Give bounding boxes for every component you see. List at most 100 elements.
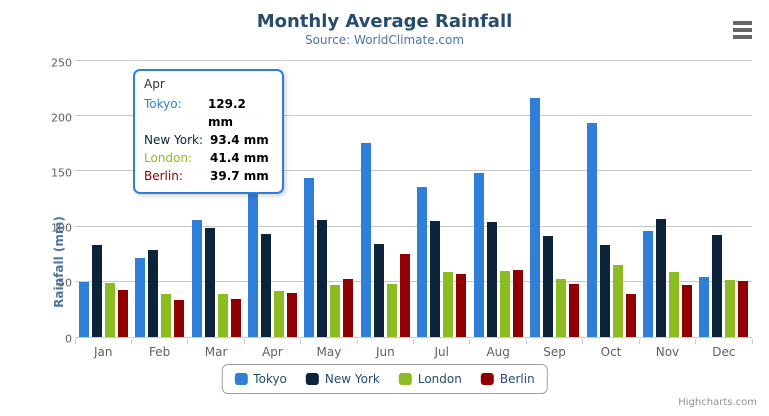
hamburger-bar [733,28,752,32]
bar-tokyo-aug[interactable] [473,173,484,337]
bar-new-york-jan[interactable] [91,244,102,337]
bar-new-york-feb[interactable] [148,250,159,337]
bar-london-mar[interactable] [217,293,228,337]
bar-tokyo-nov[interactable] [642,231,653,337]
y-axis-tick-label: 50 [58,276,72,290]
bar-tokyo-mar[interactable] [191,219,202,337]
category-jul [414,62,470,337]
bar-tokyo-may[interactable] [304,178,315,337]
bar-london-jan[interactable] [104,283,115,337]
tooltip-series-value: 93.4 mm [210,133,269,147]
bar-london-aug[interactable] [499,271,510,337]
bar-new-york-apr[interactable] [260,233,271,337]
x-axis-label-jan: Jan [93,345,113,359]
bar-new-york-sep[interactable] [543,236,554,337]
bar-tokyo-jul[interactable] [417,187,428,337]
bar-tokyo-sep[interactable] [530,98,541,337]
bar-tokyo-apr[interactable] [247,194,258,337]
bar-london-nov[interactable] [668,271,679,337]
bar-london-may[interactable] [330,285,341,337]
bar-london-jun[interactable] [386,283,397,337]
hamburger-bar [733,21,752,25]
bar-new-york-jun[interactable] [373,243,384,337]
bar-london-oct[interactable] [612,265,623,337]
columns-row [75,62,752,337]
tooltip-row-london: London: 41.4 mm [144,149,273,167]
bar-new-york-jul[interactable] [430,221,441,337]
bar-berlin-mar[interactable] [230,298,241,337]
legend-item-tokyo[interactable]: Tokyo [234,372,287,386]
bar-tokyo-dec[interactable] [699,276,710,337]
x-axis-tick [638,339,640,344]
tooltip-series-label: London: [144,151,193,165]
category-feb [131,62,187,337]
bar-new-york-mar[interactable] [204,228,215,337]
bar-berlin-sep[interactable] [569,284,580,337]
bar-london-dec[interactable] [725,280,736,337]
tooltip-series-value: 129.2 mm [207,97,246,129]
bar-tokyo-feb[interactable] [135,258,146,337]
bar-tokyo-jan[interactable] [78,281,89,337]
bar-berlin-nov[interactable] [681,285,692,337]
legend-swatch-icon [234,373,248,385]
bar-london-jul[interactable] [443,271,454,337]
bar-new-york-may[interactable] [317,219,328,337]
legend-label: New York [324,372,380,386]
category-apr [244,62,300,337]
bar-berlin-jul[interactable] [456,273,467,337]
bar-berlin-apr[interactable] [286,293,297,337]
bar-berlin-feb[interactable] [174,300,185,337]
bar-london-sep[interactable] [556,279,567,337]
gridline-200 [75,115,752,117]
bar-berlin-jan[interactable] [117,290,128,337]
category-oct [583,62,639,337]
bar-new-york-dec[interactable] [712,235,723,337]
y-axis-tick-label: 100 [51,221,72,235]
legend-swatch-icon [305,373,319,385]
tooltip-series-value: 41.4 mm [210,151,269,165]
bar-tokyo-jun[interactable] [360,142,371,337]
chart-subtitle: Source: WorldClimate.com [304,33,465,47]
category-may [301,62,357,337]
legend-item-new-york[interactable]: New York [305,372,380,386]
bar-london-feb[interactable] [161,294,172,337]
chart-title: Monthly Average Rainfall [256,11,513,32]
y-axis-tick-label: 250 [51,56,72,69]
bar-berlin-dec[interactable] [738,280,749,337]
x-axis-tick [130,339,132,344]
credits-link[interactable]: Highcharts.com [678,397,757,408]
legend-swatch-icon [480,373,494,385]
tooltip-category: Apr [144,77,165,91]
gridline-100 [75,225,752,227]
x-axis-label-jun: Jun [375,345,395,359]
category-mar [188,62,244,337]
context-menu-hamburger-icon[interactable] [733,21,752,39]
x-axis-tick [525,339,527,344]
bar-london-apr[interactable] [273,291,284,337]
category-jun [357,62,413,337]
bar-berlin-aug[interactable] [512,270,523,337]
bar-new-york-nov[interactable] [655,219,666,337]
x-axis-label-may: May [316,345,342,359]
x-axis-label-nov: Nov [655,345,680,359]
bar-tokyo-oct[interactable] [586,122,597,337]
x-axis-tick [356,339,358,344]
category-jan [75,62,131,337]
y-axis-labels: Rainfall (mm) 0 50 100 150 200 250 [28,56,72,345]
x-axis-label-apr: Apr [262,345,283,359]
x-axis-tick [74,339,76,344]
x-axis-label-mar: Mar [204,345,228,359]
legend-item-berlin[interactable]: Berlin [480,372,535,386]
category-sep [526,62,582,337]
bar-berlin-may[interactable] [343,278,354,337]
legend-item-london[interactable]: London [398,372,462,386]
bar-berlin-jun[interactable] [399,253,410,337]
tooltip-series-label: Tokyo: [144,97,182,111]
y-axis-title: Rainfall (mm) [52,216,66,308]
y-axis-tick-label: 150 [51,166,72,180]
bar-berlin-oct[interactable] [625,293,636,337]
bar-new-york-oct[interactable] [599,244,610,337]
legend: Tokyo New York London Berlin [221,364,548,394]
bar-new-york-aug[interactable] [486,221,497,337]
